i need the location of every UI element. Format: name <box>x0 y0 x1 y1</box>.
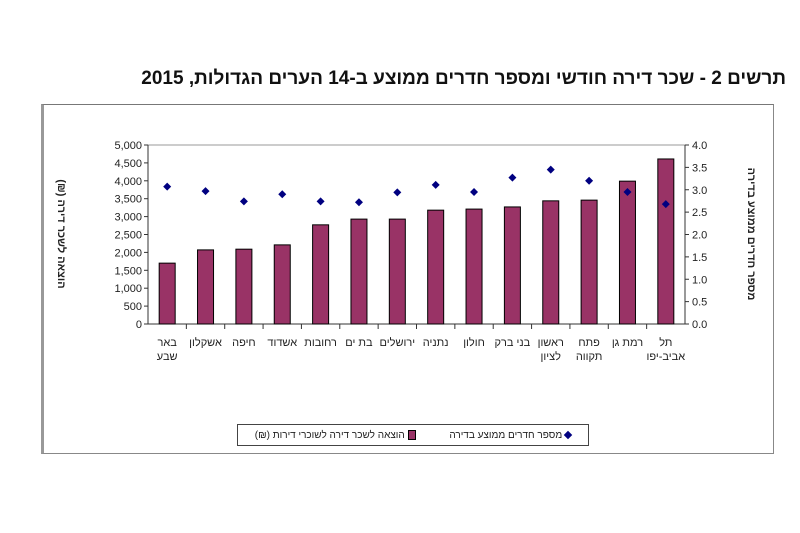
left-tick-label: 3,000 <box>114 212 142 224</box>
diamond-point <box>201 187 210 196</box>
legend: מספר חדרים ממוצע בדירה הוצאה לשכר דירה ל… <box>237 424 589 446</box>
right-tick-label: 3.5 <box>692 162 707 174</box>
diamond-point <box>393 188 402 197</box>
left-tick-label: 1,000 <box>114 283 142 295</box>
right-tick-label: 2.0 <box>692 230 707 242</box>
bar <box>273 244 291 325</box>
legend-item-rooms: מספר חדרים ממוצע בדירה <box>449 429 573 441</box>
bar <box>350 218 368 325</box>
right-axis-label: מספר חדרים ממוצע בדירה <box>745 168 757 301</box>
diamond-point <box>316 197 325 206</box>
x-tick-label: שבע <box>157 351 178 363</box>
x-tick-label: אביב-יפו <box>647 351 686 363</box>
left-tick-label: 4,500 <box>114 158 142 170</box>
bar <box>388 218 406 325</box>
left-tick-label: 2,000 <box>114 247 142 259</box>
diamond-point <box>239 197 248 206</box>
right-tick-label: 1.0 <box>692 274 707 286</box>
x-tick-label: ראשון <box>538 337 564 349</box>
x-tick-label: נתניה <box>423 337 449 349</box>
x-tick-label: לציון <box>541 350 562 363</box>
bar <box>503 206 521 325</box>
x-tick-label: באר <box>157 337 177 349</box>
diamond-point <box>623 187 632 196</box>
bar <box>465 208 483 325</box>
legend-item-rent: הוצאה לשכר דירה לשוכרי דירות (₪) <box>255 430 416 441</box>
x-tick-label: אשדוד <box>267 337 297 349</box>
bar <box>235 248 253 325</box>
bar <box>542 200 560 325</box>
bar <box>158 262 176 325</box>
diamond-point <box>431 180 440 189</box>
bar <box>197 249 215 325</box>
x-tick-label: חיפה <box>232 337 256 349</box>
x-tick-label: תקווה <box>576 351 603 363</box>
right-tick-label: 2.5 <box>692 207 707 219</box>
legend-label-rent: הוצאה לשכר דירה לשוכרי דירות (₪) <box>254 429 405 441</box>
bar <box>618 180 636 325</box>
diamond-point <box>546 165 555 174</box>
diamond-point <box>661 200 670 209</box>
x-tick-label: בת ים <box>345 337 373 349</box>
left-tick-label: 2,500 <box>114 230 142 242</box>
right-tick-label: 3.0 <box>692 185 707 197</box>
diamond-point <box>163 182 172 191</box>
x-tick-label: בני ברק <box>495 337 531 349</box>
diamond-point <box>278 190 287 199</box>
left-axis-label: הוצאה לשכר דירה (₪) <box>55 179 68 288</box>
left-tick-label: 1,500 <box>114 265 142 277</box>
bar <box>580 199 598 325</box>
right-tick-label: 0.5 <box>692 297 707 309</box>
bar <box>657 158 675 325</box>
chart-frame <box>41 104 774 454</box>
bar <box>427 209 445 325</box>
x-tick-label: רחובות <box>304 337 337 349</box>
chart-title: תרשים 2 - שכר דירה חודשי ומספר חדרים ממו… <box>141 68 786 89</box>
bar <box>312 224 330 325</box>
x-tick-label: תל <box>659 336 672 349</box>
x-tick-label: רמת גן <box>612 337 643 349</box>
x-tick-label: פתח <box>578 337 600 349</box>
left-tick-label: 4,000 <box>114 176 142 188</box>
right-tick-label: 4.0 <box>692 140 707 152</box>
left-tick-label: 5,000 <box>114 140 142 152</box>
x-tick-label: חולון <box>463 336 485 349</box>
legend-label-rooms: מספר חדרים ממוצע בדירה <box>449 429 563 441</box>
left-tick-label: 3,500 <box>114 194 142 206</box>
left-tick-label: 0 <box>136 319 142 331</box>
bar-swatch-icon <box>407 430 416 440</box>
diamond-point <box>508 173 517 182</box>
diamond-marker-icon <box>563 430 573 440</box>
x-tick-label: אשקלון <box>189 336 222 349</box>
diamond-point <box>470 187 479 196</box>
x-tick-label: ירושלים <box>380 336 416 349</box>
diamond-point <box>585 176 594 185</box>
diamond-point <box>354 198 363 207</box>
right-tick-label: 0.0 <box>692 319 707 331</box>
right-tick-label: 1.5 <box>692 252 707 264</box>
left-tick-label: 500 <box>124 301 142 313</box>
